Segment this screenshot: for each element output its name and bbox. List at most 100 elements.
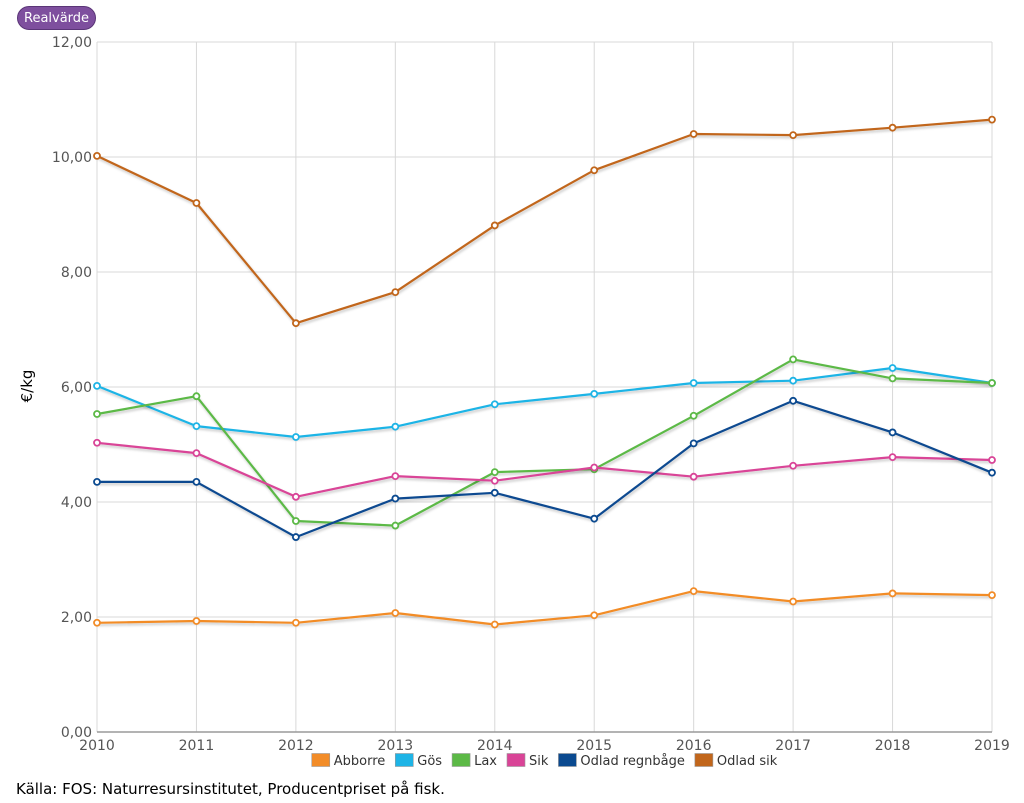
data-point[interactable]: [391, 472, 400, 481]
data-point[interactable]: [93, 151, 101, 160]
x-tick-label: 2012: [278, 738, 314, 754]
data-point[interactable]: [590, 389, 599, 398]
x-tick-label: 2014: [477, 738, 513, 754]
data-point[interactable]: [391, 422, 400, 431]
legend-item[interactable]: Odlad regnbåge: [558, 753, 685, 770]
data-point[interactable]: [192, 199, 201, 207]
data-point[interactable]: [590, 514, 599, 523]
data-point[interactable]: [291, 492, 300, 501]
series-gös: [93, 364, 996, 441]
data-point[interactable]: [192, 477, 201, 486]
legend-swatch: [451, 753, 471, 767]
y-tick-label: 4,00: [61, 495, 92, 511]
data-point[interactable]: [590, 463, 599, 472]
y-tick-label: 2,00: [61, 610, 92, 626]
data-point[interactable]: [93, 410, 101, 418]
data-point[interactable]: [590, 166, 599, 175]
series-odlad-sik: [93, 115, 996, 328]
data-point[interactable]: [689, 411, 698, 420]
legend-item[interactable]: Lax: [451, 753, 497, 770]
data-point[interactable]: [391, 494, 400, 503]
data-point[interactable]: [789, 461, 798, 470]
data-point[interactable]: [192, 617, 201, 625]
y-tick-label: 6,00: [61, 380, 92, 396]
data-point[interactable]: [789, 131, 798, 140]
data-point[interactable]: [291, 433, 300, 441]
data-point[interactable]: [93, 438, 101, 447]
series-lax: [93, 355, 996, 530]
series-line: [96, 441, 993, 498]
series-odlad-regnbåge: [93, 396, 996, 541]
data-point[interactable]: [988, 456, 996, 464]
legend-item[interactable]: Gös: [394, 753, 442, 770]
data-point[interactable]: [789, 355, 798, 364]
legend-swatch: [558, 753, 577, 767]
data-point[interactable]: [291, 319, 300, 328]
y-tick-label: 12,00: [52, 35, 92, 51]
x-tick-label: 2011: [179, 738, 215, 754]
data-point[interactable]: [689, 472, 698, 481]
data-point[interactable]: [888, 428, 897, 437]
data-point[interactable]: [988, 379, 996, 387]
data-point[interactable]: [93, 618, 101, 627]
y-axis-title: €/kg: [18, 370, 36, 403]
data-point[interactable]: [192, 422, 201, 431]
data-point[interactable]: [888, 589, 897, 598]
data-point[interactable]: [789, 597, 798, 606]
source-note: Källa: FOS: Naturresursinstitutet, Produ…: [16, 780, 445, 798]
data-point[interactable]: [490, 488, 499, 497]
legend-swatch: [506, 753, 526, 767]
data-point[interactable]: [490, 468, 499, 477]
data-point[interactable]: [192, 449, 201, 458]
data-point[interactable]: [490, 400, 499, 409]
data-point[interactable]: [689, 587, 698, 596]
data-point[interactable]: [391, 521, 400, 530]
legend-item[interactable]: Odlad sik: [694, 753, 778, 770]
series-line: [97, 399, 993, 539]
data-point[interactable]: [192, 392, 201, 401]
legend-label: Odlad regnbåge: [580, 754, 684, 769]
series-abborre: [93, 587, 996, 629]
data-point[interactable]: [93, 381, 101, 390]
series-line: [96, 366, 993, 439]
data-point[interactable]: [888, 374, 897, 383]
series-line: [96, 589, 993, 626]
data-point[interactable]: [888, 453, 897, 462]
series-sik: [93, 438, 996, 501]
data-point[interactable]: [888, 123, 897, 132]
data-point[interactable]: [789, 396, 798, 405]
data-point[interactable]: [689, 439, 698, 448]
data-point[interactable]: [93, 477, 101, 486]
legend-item[interactable]: Abborre: [311, 753, 386, 770]
y-tick-label: 0,00: [61, 725, 92, 741]
data-point[interactable]: [888, 364, 897, 372]
data-point[interactable]: [490, 221, 499, 230]
data-point[interactable]: [391, 288, 400, 297]
x-tick-label: 2017: [775, 738, 811, 754]
data-point[interactable]: [590, 611, 599, 620]
data-point[interactable]: [689, 379, 698, 387]
legend-item[interactable]: Sik: [506, 753, 549, 770]
data-point[interactable]: [789, 376, 798, 385]
realvarde-toggle-button[interactable]: Realvärde: [17, 6, 97, 30]
axis-layer: 0,00 2,00 4,00 6,00 8,00 10,00 12,00 2010 2011 20…: [52, 35, 1010, 754]
data-point[interactable]: [490, 620, 499, 629]
series-line: [96, 358, 993, 527]
data-point[interactable]: [988, 115, 996, 124]
x-tick-label: 2019: [974, 738, 1010, 754]
data-point[interactable]: [391, 609, 400, 617]
y-tick-label: 8,00: [61, 265, 92, 281]
data-point[interactable]: [988, 591, 996, 600]
x-tick-label: 2015: [576, 738, 612, 754]
data-point[interactable]: [291, 517, 300, 525]
series-line: [96, 118, 993, 325]
grid-layer: [96, 41, 993, 733]
data-point[interactable]: [291, 618, 300, 627]
x-tick-label: 2013: [378, 738, 414, 754]
data-point[interactable]: [988, 468, 996, 477]
data-point[interactable]: [490, 476, 499, 485]
data-point[interactable]: [291, 533, 300, 541]
legend-label: Sik: [529, 754, 549, 769]
data-point[interactable]: [689, 130, 698, 138]
